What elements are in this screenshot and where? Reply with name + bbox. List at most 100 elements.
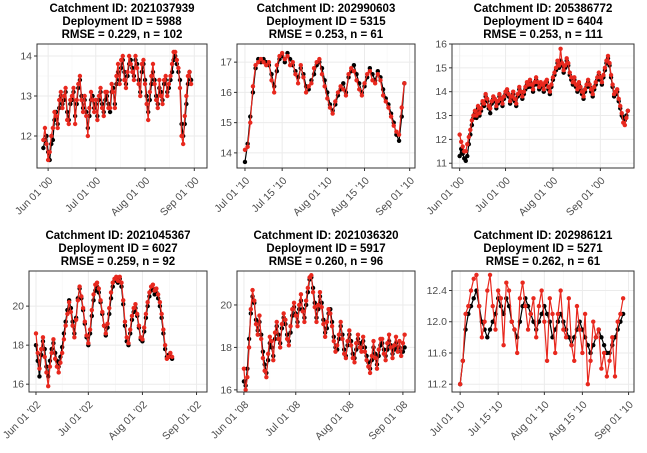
predicted-point (98, 85, 103, 91)
predicted-point (585, 381, 591, 387)
predicted-point (52, 109, 57, 115)
predicted-point (35, 350, 40, 356)
predicted-point (68, 97, 73, 103)
predicted-point (561, 68, 566, 73)
panel-title-line-2: Deployment ID = 5917 (266, 243, 385, 255)
predicted-point (115, 61, 121, 67)
predicted-point (515, 91, 520, 97)
predicted-point (47, 149, 52, 155)
predicted-point (457, 132, 462, 137)
observed-point (471, 296, 476, 301)
predicted-point (117, 81, 122, 87)
predicted-point (610, 335, 615, 340)
observed-point (367, 66, 373, 71)
predicted-point (556, 63, 562, 68)
predicted-point (84, 333, 89, 338)
predicted-point (355, 332, 361, 337)
predicted-point (80, 109, 86, 115)
predicted-point (84, 113, 89, 119)
predicted-point (604, 58, 609, 63)
predicted-point (489, 99, 494, 104)
predicted-point (555, 311, 561, 317)
predicted-point (512, 96, 517, 102)
predicted-point (354, 340, 359, 346)
predicted-point (485, 288, 490, 293)
predicted-point (540, 82, 545, 87)
predicted-point (245, 374, 250, 380)
predicted-point (114, 274, 119, 280)
predicted-point (124, 335, 129, 340)
predicted-point (41, 137, 46, 143)
predicted-point (593, 79, 598, 85)
predicted-point (169, 354, 175, 360)
predicted-point (281, 311, 286, 316)
predicted-point (69, 93, 75, 99)
predicted-point (495, 288, 501, 293)
predicted-point (44, 141, 49, 147)
predicted-point (338, 319, 343, 325)
predicted-point (278, 345, 283, 350)
predicted-point (104, 89, 110, 95)
predicted-point (610, 82, 615, 87)
predicted-point (80, 305, 86, 311)
predicted-point (572, 75, 577, 80)
predicted-point (269, 78, 274, 83)
y-tick-label: 20 (220, 299, 232, 311)
predicted-point (622, 122, 628, 128)
observed-point (463, 158, 468, 164)
predicted-point (393, 334, 399, 340)
predicted-point (336, 332, 342, 337)
predicted-point (165, 93, 170, 99)
y-tick-label: 15 (220, 117, 232, 129)
predicted-point (180, 141, 186, 147)
predicted-point (375, 72, 381, 77)
predicted-point (595, 75, 600, 80)
predicted-point (351, 69, 357, 74)
predicted-point (316, 302, 321, 308)
predicted-point (587, 82, 592, 87)
predicted-point (495, 99, 501, 104)
x-tick-label: Jul 01 '02 (56, 399, 96, 439)
predicted-point (73, 317, 79, 322)
chart-panel-4: 16 18 20 Jun 01 '02 Jul 01 '02 Aug 01 '02 Sep … (1, 230, 208, 443)
predicted-point (474, 272, 479, 278)
predicted-point (59, 350, 65, 356)
predicted-point (357, 87, 362, 92)
predicted-point (341, 87, 346, 92)
predicted-point (509, 94, 514, 99)
predicted-point (579, 89, 585, 94)
predicted-point (601, 72, 606, 78)
predicted-point (472, 108, 478, 113)
predicted-point (107, 305, 112, 311)
predicted-point (79, 294, 84, 299)
predicted-point (372, 81, 378, 86)
predicted-point (264, 62, 269, 68)
predicted-point (359, 93, 365, 98)
x-tick-label: Jun 01 '00 (13, 175, 56, 218)
predicted-point (109, 81, 114, 87)
predicted-point (359, 349, 364, 354)
predicted-point (58, 89, 64, 95)
predicted-point (616, 96, 621, 102)
predicted-point (333, 99, 338, 104)
predicted-point (569, 75, 574, 80)
predicted-point (166, 354, 171, 360)
predicted-point (136, 323, 142, 328)
predicted-point (624, 115, 629, 121)
predicted-point (572, 358, 577, 363)
predicted-point (119, 57, 124, 63)
predicted-point (468, 288, 474, 293)
predicted-point (364, 72, 370, 77)
predicted-point (570, 79, 576, 85)
predicted-point (379, 336, 385, 342)
predicted-point (121, 298, 126, 303)
y-tick-label: 17 (220, 57, 232, 69)
predicted-point (77, 73, 83, 79)
predicted-point (509, 319, 514, 324)
predicted-point (481, 101, 487, 106)
predicted-point (306, 84, 311, 89)
predicted-point (625, 108, 631, 113)
